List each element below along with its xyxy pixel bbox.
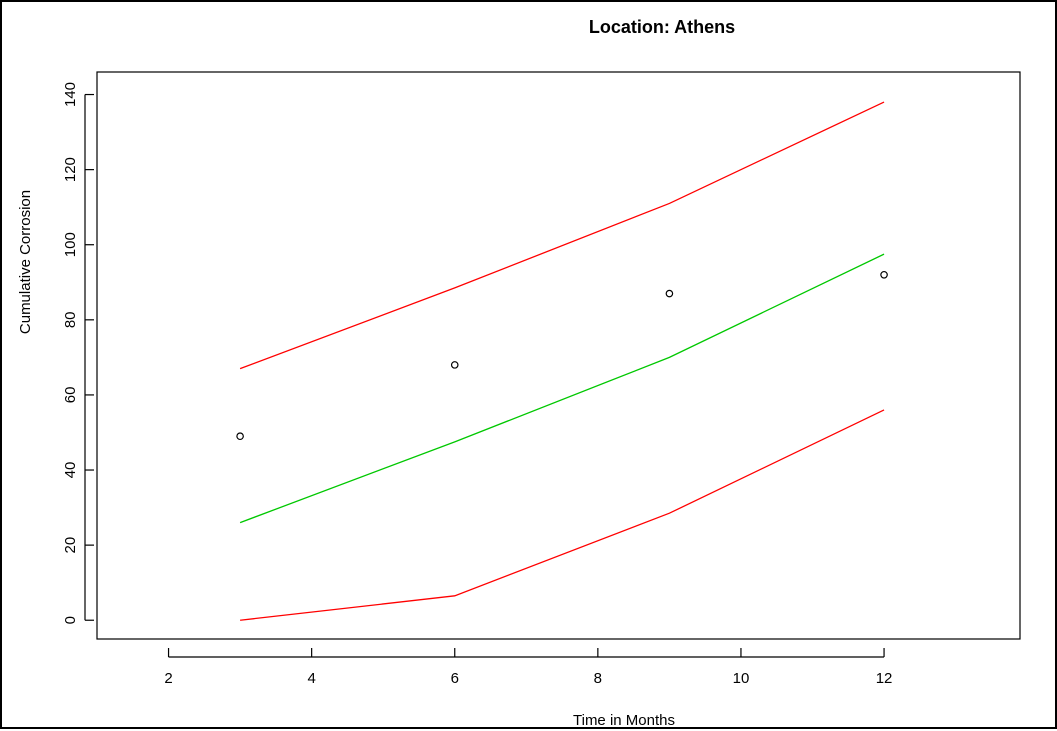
series-line-2 (240, 409, 885, 621)
x-axis-label: Time in Months (573, 712, 675, 729)
y-tick-label: 20 (62, 537, 79, 554)
x-tick-label: 6 (451, 670, 459, 687)
y-tick-label: 120 (62, 157, 79, 182)
data-point (236, 432, 244, 441)
y-tick-label: 40 (62, 462, 79, 479)
y-axis: 0 20 40 60 80 100 120 140 (62, 82, 94, 624)
x-tick-label: 8 (594, 670, 602, 687)
data-point (450, 361, 459, 369)
x-tick-label: 12 (876, 670, 893, 687)
series-line-1 (239, 253, 885, 524)
x-tick-label: 2 (164, 670, 172, 687)
x-tick-label: 4 (307, 670, 315, 687)
x-axis: 2 4 6 8 10 12 (164, 648, 892, 687)
y-tick-label: 0 (62, 616, 79, 624)
y-tick-label: 60 (62, 387, 79, 404)
y-tick-label: 80 (62, 311, 79, 328)
series-layer (236, 101, 888, 621)
y-tick-label: 140 (62, 82, 79, 107)
series-line-0 (239, 101, 885, 370)
x-tick-label: 10 (733, 670, 750, 687)
chart-title: Location: Athens (589, 17, 735, 37)
data-point (665, 289, 674, 298)
data-point (880, 270, 888, 279)
y-tick-label: 100 (62, 232, 79, 257)
plot-area-box (96, 71, 1021, 640)
y-axis-label: Cumulative Corrosion (17, 190, 34, 334)
